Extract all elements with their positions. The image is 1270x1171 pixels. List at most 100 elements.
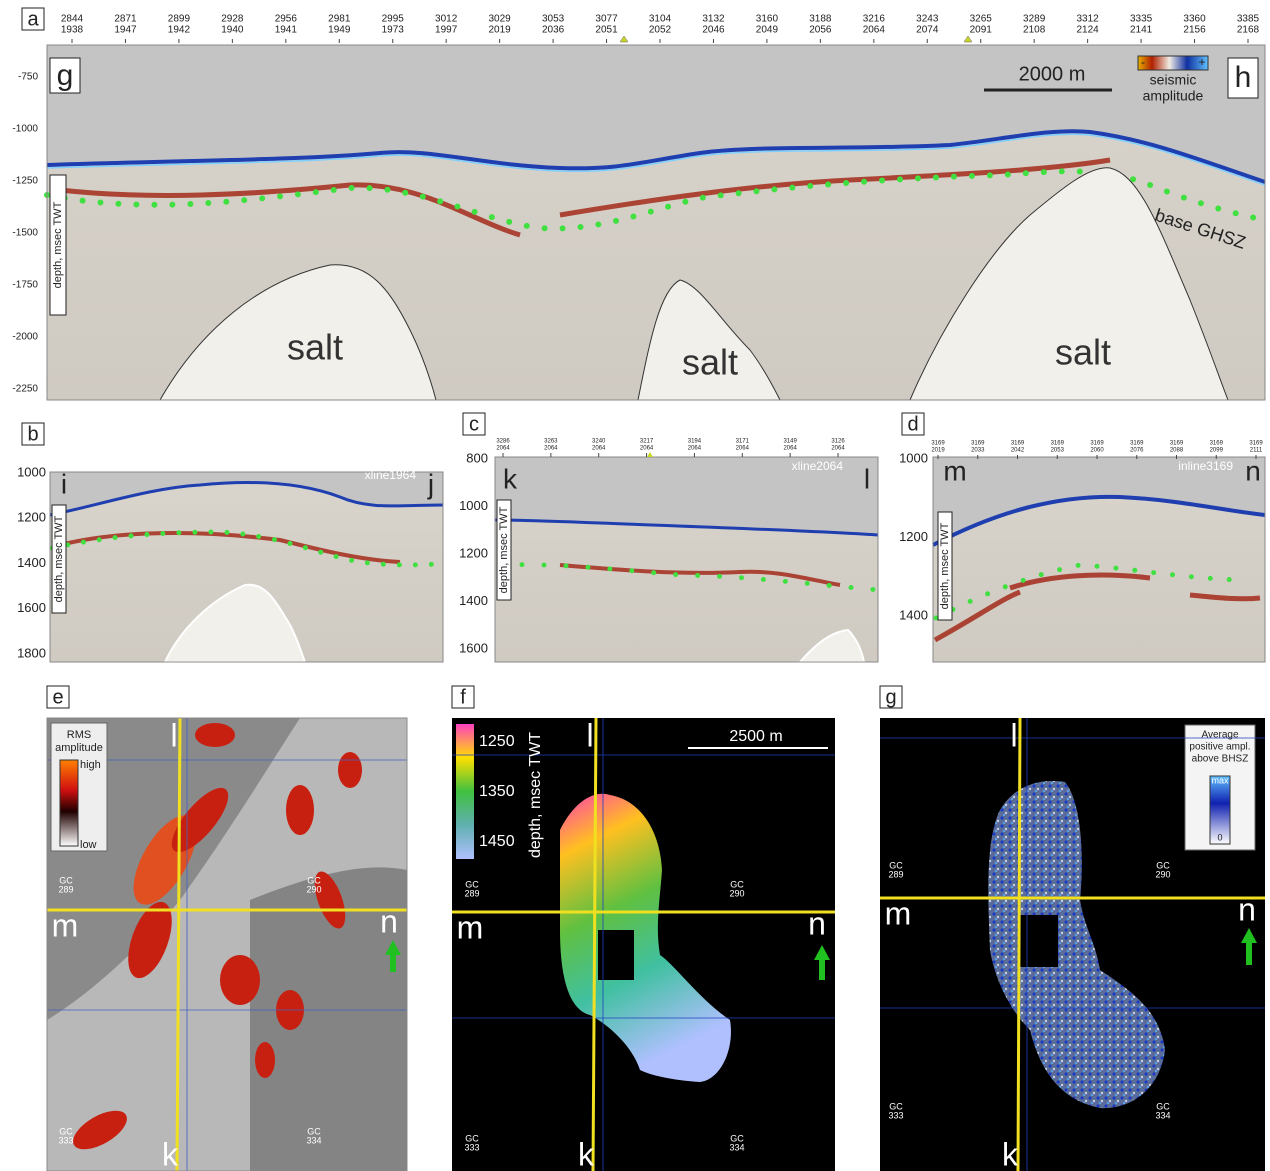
trace-number: 3286 [496, 439, 510, 445]
line-name: xline1964 [365, 468, 417, 482]
trace-number: 3169 [1210, 441, 1224, 447]
colorbar-tick-label: 1350 [479, 783, 515, 800]
trace-number: 2995 [382, 14, 405, 25]
image-frame [932, 456, 1266, 663]
block-label: GC [307, 875, 321, 885]
section-line [1016, 717, 1022, 1171]
depth-tick-label: -1250 [12, 176, 38, 187]
trace-number: 2108 [1023, 25, 1046, 36]
north-arrow [814, 945, 830, 980]
trace-number: 3217 [640, 439, 654, 445]
block-label: GC [889, 1101, 903, 1111]
line-label: n [1238, 891, 1256, 927]
anomaly [73, 1110, 127, 1150]
trace-number: 2052 [649, 25, 672, 36]
axis-label-box [49, 174, 67, 316]
data-gap [1020, 915, 1058, 967]
trace-number: 1938 [61, 25, 84, 36]
depth-tick-label: 800 [466, 450, 488, 465]
seismic-section-a [44, 35, 1268, 401]
panel-label-box [21, 7, 45, 31]
trace-number: 1947 [114, 25, 137, 36]
depth-tick-label: 1000 [17, 464, 46, 479]
depth-tick-label: -2000 [12, 332, 38, 343]
high-amplitude-zone [59, 157, 1111, 238]
trace-number: 2064 [640, 446, 654, 452]
panel-label: f [460, 686, 466, 708]
block-label: 289 [464, 888, 479, 898]
trace-number: 3053 [542, 14, 565, 25]
trace-number: 3169 [1249, 441, 1263, 447]
rms-colorbar [59, 759, 79, 847]
seafloor-reflector [494, 518, 879, 537]
trace-number: 2060 [1090, 448, 1104, 454]
block-label: GC [730, 1133, 744, 1143]
trace-number: 2064 [544, 446, 558, 452]
trace-number: 1942 [168, 25, 191, 36]
avg-colorbar [1209, 775, 1231, 845]
trace-number: 3188 [809, 14, 832, 25]
block-label: 334 [1155, 1110, 1170, 1120]
seismic-section-d [932, 456, 1266, 663]
trace-number: 3169 [1130, 441, 1144, 447]
axis-label: depth, msec TWT [498, 506, 510, 593]
trace-number: 2981 [328, 14, 351, 25]
data-gap [598, 930, 634, 980]
block-label: GC [465, 879, 479, 889]
block-label: GC [59, 1126, 73, 1136]
bhsz-horizon [49, 529, 443, 568]
panel-label-box [451, 685, 475, 709]
trace-number: 3029 [489, 14, 512, 25]
depth-tick-label: -750 [18, 72, 38, 83]
panel-label: e [52, 686, 63, 708]
dark-zone [250, 867, 407, 1171]
line-label: k [578, 1136, 595, 1171]
salt-body [163, 583, 307, 663]
anomaly [338, 752, 362, 788]
trace-number: 2064 [831, 446, 845, 452]
depth-tick-label: 1800 [17, 645, 46, 660]
legend-title: RMS [67, 729, 91, 741]
corner-label: m [943, 455, 966, 486]
trace-number: 2042 [1011, 448, 1025, 454]
block-label: GC [1156, 860, 1170, 870]
trace-number: 3240 [592, 439, 606, 445]
colorbar-tick-label: 1250 [479, 733, 515, 750]
north-arrow [1241, 928, 1257, 965]
trace-number: 3360 [1183, 14, 1206, 25]
depth-tick-label: 1600 [17, 600, 46, 615]
trace-number: 3243 [916, 14, 939, 25]
scale-bar-label: 2000 m [1019, 63, 1086, 85]
trace-number: 2064 [688, 446, 702, 452]
trace-number: 2019 [931, 448, 945, 454]
seafloor-reflector [932, 494, 1266, 547]
north-arrow [385, 940, 401, 972]
anomaly [314, 871, 346, 929]
trace-number: 3132 [702, 14, 725, 25]
trace-number: 2111 [1250, 448, 1263, 454]
trace-number: 2141 [1130, 25, 1153, 36]
image-frame [46, 44, 1266, 401]
water-column [47, 45, 1265, 182]
line-label: n [380, 903, 398, 939]
legend-sign: + [1198, 55, 1205, 69]
block-label: 333 [888, 1110, 903, 1120]
trace-number: 3265 [970, 14, 993, 25]
line-label: n [808, 905, 826, 941]
corner-label: g [57, 59, 74, 92]
trace-number: 3335 [1130, 14, 1153, 25]
image-frame [46, 717, 408, 1171]
anomaly [171, 787, 229, 853]
block-label: GC [307, 1126, 321, 1136]
legend-title: above BHSZ [1192, 754, 1249, 765]
line-label: k [1002, 1136, 1019, 1171]
trace-number: 3169 [1170, 441, 1184, 447]
trace-number: 2099 [1210, 448, 1224, 454]
depth-colorbar [456, 724, 474, 859]
line-label: l [1010, 717, 1017, 753]
trace-number: 2046 [702, 25, 725, 36]
trace-number: 2019 [489, 25, 512, 36]
block-label: 289 [888, 869, 903, 879]
